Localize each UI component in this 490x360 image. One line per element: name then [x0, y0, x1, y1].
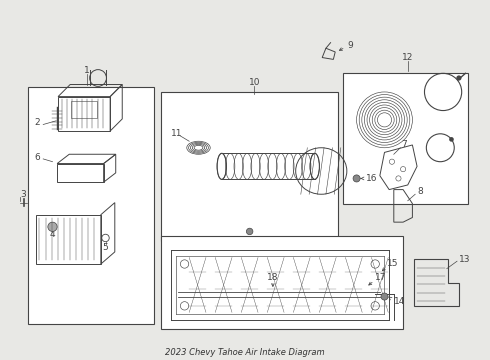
Text: 17: 17 — [375, 274, 387, 283]
Text: 6: 6 — [34, 153, 40, 162]
Circle shape — [246, 228, 253, 235]
Bar — [161, 236, 403, 329]
Circle shape — [48, 222, 57, 231]
Circle shape — [381, 293, 388, 300]
Text: 3: 3 — [20, 190, 25, 199]
Text: 1: 1 — [84, 66, 90, 75]
Bar — [28, 87, 154, 324]
Text: 12: 12 — [402, 53, 414, 62]
Text: 10: 10 — [248, 78, 260, 87]
Text: 14: 14 — [394, 297, 405, 306]
Circle shape — [353, 175, 360, 182]
Bar — [161, 92, 338, 241]
Text: 16: 16 — [366, 174, 377, 183]
Text: 7: 7 — [401, 140, 407, 149]
Text: 2023 Chevy Tahoe Air Intake Diagram: 2023 Chevy Tahoe Air Intake Diagram — [165, 348, 325, 357]
Circle shape — [449, 137, 454, 142]
Circle shape — [456, 75, 462, 81]
Text: 4: 4 — [49, 230, 55, 239]
Text: 13: 13 — [459, 255, 470, 264]
Bar — [343, 73, 468, 203]
Text: 5: 5 — [102, 243, 108, 252]
Text: 2: 2 — [34, 118, 40, 127]
Text: 11: 11 — [171, 129, 182, 138]
Bar — [71, 101, 97, 118]
Text: 18: 18 — [267, 274, 279, 283]
Text: 15: 15 — [387, 260, 399, 269]
Text: 8: 8 — [417, 187, 423, 196]
Text: 9: 9 — [347, 41, 353, 50]
